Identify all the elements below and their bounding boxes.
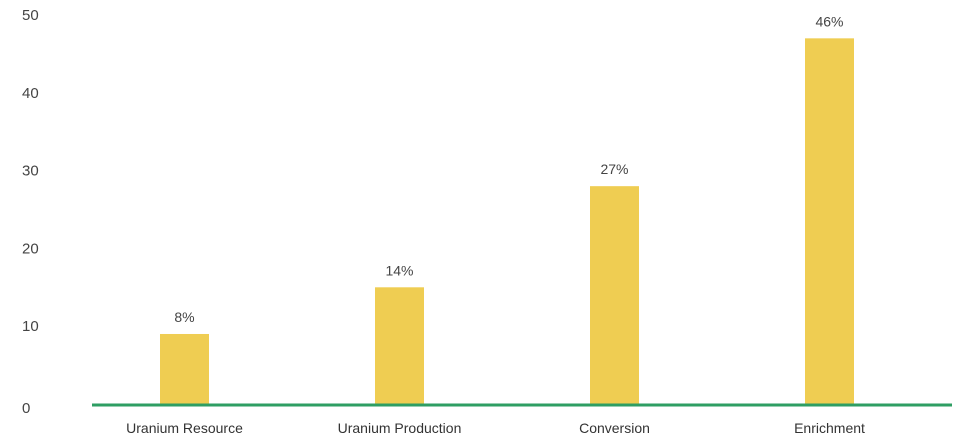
y-tick-label: 10	[22, 318, 39, 335]
bar	[160, 333, 209, 404]
x-axis: Uranium Resource Uranium Production Conver…	[126, 420, 865, 436]
x-category-label: Uranium Resource	[126, 420, 243, 436]
bar-series	[160, 38, 854, 405]
y-axis: 0 10 20 30 40 50	[22, 7, 39, 417]
x-category-label: Enrichment	[794, 420, 865, 436]
y-tick-label: 0	[22, 400, 30, 417]
data-labels: 8% 14% 27% 46%	[174, 13, 843, 325]
y-tick-label: 20	[22, 240, 39, 257]
x-category-label: Uranium Production	[338, 420, 462, 436]
data-label: 46%	[815, 13, 843, 29]
y-tick-label: 50	[22, 7, 39, 24]
x-category-label: Conversion	[579, 420, 650, 436]
data-label: 14%	[385, 262, 413, 278]
bar	[375, 287, 424, 404]
bar	[805, 38, 854, 405]
y-tick-label: 40	[22, 85, 39, 102]
data-label: 8%	[174, 309, 194, 325]
data-label: 27%	[600, 161, 628, 177]
bar	[590, 186, 639, 404]
y-tick-label: 30	[22, 163, 39, 180]
